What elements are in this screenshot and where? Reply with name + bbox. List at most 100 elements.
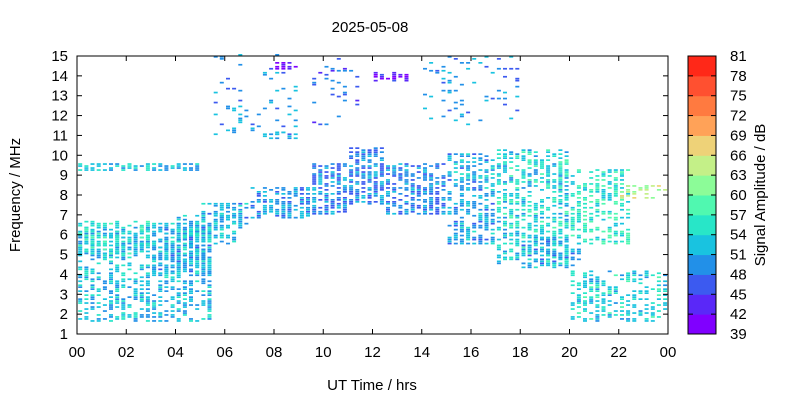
data-cell xyxy=(330,175,335,177)
data-cell xyxy=(195,238,200,241)
data-cell xyxy=(386,210,390,213)
data-cell xyxy=(78,290,83,292)
data-cell xyxy=(416,185,421,187)
data-cell xyxy=(589,290,594,292)
data-cell xyxy=(613,202,618,205)
data-cell xyxy=(176,236,181,239)
data-cell xyxy=(232,87,237,90)
data-cell xyxy=(238,105,243,108)
data-cell xyxy=(601,202,606,205)
data-cell xyxy=(570,256,575,259)
data-cell xyxy=(429,95,434,98)
data-cell xyxy=(164,167,169,169)
data-cell xyxy=(404,75,409,78)
data-cell xyxy=(472,181,477,183)
data-cell xyxy=(90,302,95,304)
data-cell xyxy=(509,181,514,183)
data-cell xyxy=(213,224,218,227)
data-cell xyxy=(189,290,193,292)
data-cell xyxy=(133,252,138,255)
data-cell xyxy=(189,236,193,239)
data-cell xyxy=(115,318,120,320)
data-cell xyxy=(324,204,329,207)
data-cell xyxy=(423,167,427,169)
data-cell xyxy=(262,199,267,201)
data-cell xyxy=(238,208,243,211)
data-cell xyxy=(96,302,101,304)
data-cell xyxy=(644,308,649,310)
data-cell xyxy=(226,242,230,245)
data-cell xyxy=(96,222,101,225)
data-cell xyxy=(576,248,581,251)
data-cell xyxy=(127,246,132,249)
data-cell xyxy=(244,222,249,225)
data-cell xyxy=(540,254,544,257)
data-cell xyxy=(189,220,193,223)
data-cell xyxy=(632,320,637,322)
data-cell xyxy=(379,185,384,187)
data-cell xyxy=(324,199,329,201)
data-cell xyxy=(164,310,169,312)
data-cell xyxy=(576,201,581,203)
data-cell xyxy=(453,107,458,110)
data-cell xyxy=(570,248,575,251)
data-cell xyxy=(207,258,212,261)
data-cell xyxy=(201,268,206,271)
data-cell xyxy=(213,202,218,205)
data-cell xyxy=(441,197,446,199)
data-cell xyxy=(613,171,618,173)
data-cell xyxy=(195,167,200,169)
data-cell xyxy=(496,210,501,213)
data-cell xyxy=(552,191,557,193)
data-cell xyxy=(459,173,464,175)
data-cell xyxy=(201,214,206,217)
data-cell xyxy=(158,256,163,259)
data-cell xyxy=(503,242,507,245)
data-cell xyxy=(509,238,514,241)
data-cell xyxy=(583,274,587,277)
data-cell xyxy=(269,133,274,136)
data-cell xyxy=(435,165,440,167)
data-cell xyxy=(207,240,212,243)
data-cell xyxy=(533,220,538,223)
data-cell xyxy=(576,298,581,300)
data-cell xyxy=(324,177,329,179)
data-cell xyxy=(484,187,489,189)
data-cell xyxy=(90,294,95,296)
data-cell xyxy=(435,167,440,169)
data-cell xyxy=(121,240,126,243)
colorbar-segment xyxy=(688,56,716,77)
data-cell xyxy=(564,258,569,261)
data-cell xyxy=(373,191,378,193)
data-cell xyxy=(275,199,280,201)
data-cell xyxy=(416,189,421,191)
data-cell xyxy=(459,242,464,245)
data-cell xyxy=(90,258,95,261)
data-cell xyxy=(379,175,384,177)
data-cell xyxy=(595,214,600,217)
data-cell xyxy=(349,147,354,149)
data-cell xyxy=(620,204,624,207)
data-cell xyxy=(527,195,532,197)
data-cell xyxy=(189,258,193,261)
data-cell xyxy=(644,292,649,294)
data-cell xyxy=(133,280,138,283)
data-cell xyxy=(78,298,83,300)
data-cell xyxy=(490,208,495,211)
data-cell xyxy=(386,183,390,185)
data-cell xyxy=(164,256,169,259)
data-cell xyxy=(182,238,187,241)
data-cell xyxy=(207,228,212,231)
data-cell xyxy=(521,204,526,207)
data-cell xyxy=(533,173,538,175)
data-cell xyxy=(201,302,206,304)
data-cell xyxy=(133,167,138,169)
x-tick-label: 18 xyxy=(512,344,529,361)
data-cell xyxy=(262,195,267,197)
data-cell xyxy=(127,314,132,316)
data-cell xyxy=(201,212,206,215)
data-cell xyxy=(189,298,193,300)
data-cell xyxy=(139,236,144,239)
data-cell xyxy=(324,73,329,76)
data-cell xyxy=(515,238,520,241)
